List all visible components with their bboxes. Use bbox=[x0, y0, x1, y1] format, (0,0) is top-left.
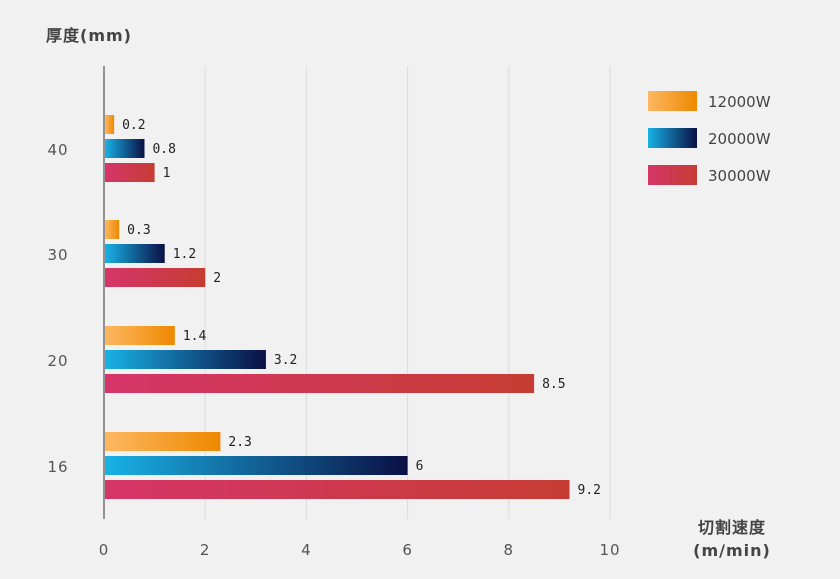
x-axis-title-line1: 切割速度 bbox=[698, 518, 766, 537]
bar-value-label: 0.8 bbox=[152, 142, 175, 157]
bar bbox=[105, 244, 165, 263]
bar bbox=[105, 115, 115, 134]
bar-value-label: 1.4 bbox=[183, 329, 207, 344]
bar bbox=[105, 268, 206, 287]
x-axis-title-line2: (m/min) bbox=[693, 541, 771, 560]
bar bbox=[105, 220, 120, 239]
x-tick-label: 0 bbox=[99, 541, 110, 559]
bar bbox=[105, 480, 570, 499]
bar-value-label: 6 bbox=[416, 459, 424, 474]
legend-label: 12000W bbox=[708, 93, 771, 111]
bar-value-label: 1.2 bbox=[173, 247, 196, 262]
bar-value-label: 9.2 bbox=[578, 483, 601, 498]
y-tick-label: 20 bbox=[47, 352, 68, 370]
bar bbox=[105, 163, 155, 182]
bars bbox=[105, 115, 570, 499]
bar bbox=[105, 350, 266, 369]
bar-value-label: 0.3 bbox=[127, 223, 150, 238]
value-labels: 0.2 0.3 1.4 2.3 0.8 1.2 3.2 6 1 2 8.5 9.2 bbox=[122, 118, 601, 498]
bar bbox=[105, 139, 145, 158]
y-tick-label: 16 bbox=[47, 458, 68, 476]
legend: 12000W 20000W 30000W bbox=[648, 91, 771, 185]
bar-value-label: 8.5 bbox=[542, 377, 565, 392]
bar bbox=[105, 326, 175, 345]
x-tick-label: 4 bbox=[301, 541, 312, 559]
x-tick-label: 2 bbox=[200, 541, 211, 559]
legend-label: 20000W bbox=[708, 130, 771, 148]
bar bbox=[105, 374, 535, 393]
bar-value-label: 2.3 bbox=[228, 435, 251, 450]
y-tick-label: 30 bbox=[47, 246, 68, 264]
legend-swatch bbox=[648, 165, 697, 185]
bar-value-label: 3.2 bbox=[274, 353, 297, 368]
bar bbox=[105, 456, 408, 475]
y-tick-label: 40 bbox=[47, 141, 68, 159]
legend-swatch bbox=[648, 91, 697, 111]
legend-label: 30000W bbox=[708, 167, 771, 185]
x-tick-label: 6 bbox=[402, 541, 413, 559]
x-tick-label: 8 bbox=[504, 541, 515, 559]
bar bbox=[105, 432, 221, 451]
y-axis-title: 厚度(mm) bbox=[46, 26, 132, 45]
bar-value-label: 0.2 bbox=[122, 118, 145, 133]
bar-value-label: 2 bbox=[213, 271, 221, 286]
legend-swatch bbox=[648, 128, 697, 148]
x-tick-label: 10 bbox=[599, 541, 620, 559]
bar-value-label: 1 bbox=[163, 166, 171, 181]
grid-lines bbox=[204, 66, 611, 519]
